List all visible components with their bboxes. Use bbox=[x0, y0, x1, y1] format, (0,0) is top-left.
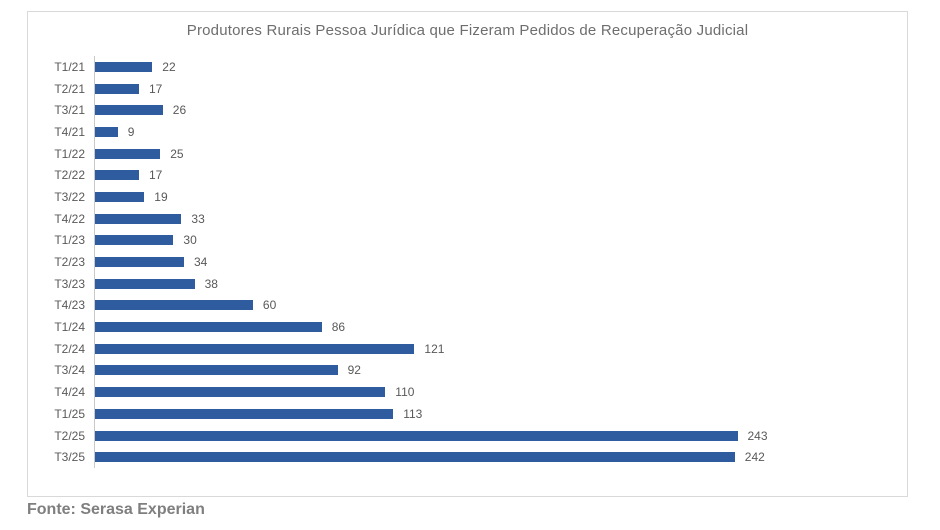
bar bbox=[94, 365, 338, 376]
category-label: T3/25 bbox=[54, 450, 85, 465]
chart-row: T4/24 110 bbox=[28, 381, 907, 403]
chart-frame: Produtores Rurais Pessoa Jurídica que Fi… bbox=[27, 11, 908, 497]
category-label: T4/22 bbox=[54, 211, 85, 226]
category-label: T4/24 bbox=[54, 385, 85, 400]
chart-row: T2/24 121 bbox=[28, 338, 907, 360]
category-label: T3/22 bbox=[54, 189, 85, 204]
value-label: 92 bbox=[347, 363, 361, 378]
value-label: 86 bbox=[331, 320, 346, 335]
value-label: 121 bbox=[424, 341, 445, 356]
category-label: T1/25 bbox=[54, 406, 85, 421]
value-label: 17 bbox=[149, 168, 163, 183]
value-label: 242 bbox=[744, 450, 765, 465]
category-label: T4/21 bbox=[54, 124, 85, 139]
chart-row: T2/22 17 bbox=[28, 164, 907, 186]
value-label: 60 bbox=[262, 298, 277, 313]
bar bbox=[94, 408, 394, 419]
bar bbox=[94, 105, 163, 116]
bar bbox=[94, 343, 415, 354]
chart-row: T2/23 34 bbox=[28, 251, 907, 273]
value-label: 113 bbox=[403, 406, 423, 421]
category-label: T2/21 bbox=[54, 81, 85, 96]
chart-row: T2/25 243 bbox=[28, 425, 907, 447]
chart-row: T3/23 38 bbox=[28, 273, 907, 295]
bar bbox=[94, 452, 735, 463]
chart-row: T4/23 60 bbox=[28, 295, 907, 317]
value-label: 243 bbox=[747, 428, 768, 443]
value-label: 9 bbox=[127, 124, 135, 139]
category-label: T2/23 bbox=[54, 255, 85, 270]
bar bbox=[94, 170, 139, 181]
chart-row: T1/25 113 bbox=[28, 403, 907, 425]
category-label: T1/22 bbox=[54, 146, 85, 161]
plot-area: T1/21 22 T2/21 17 T3/21 26 T4/21 9 T1/22 25 T2/22 1… bbox=[28, 56, 907, 468]
chart-row: T3/21 26 bbox=[28, 99, 907, 121]
bar bbox=[94, 61, 153, 72]
value-label: 110 bbox=[395, 385, 415, 400]
chart-row: T1/23 30 bbox=[28, 230, 907, 252]
chart-row: T1/21 22 bbox=[28, 56, 907, 78]
chart-row: T4/21 9 bbox=[28, 121, 907, 143]
chart-row: T4/22 33 bbox=[28, 208, 907, 230]
bar bbox=[94, 322, 322, 333]
category-label: T3/23 bbox=[54, 276, 85, 291]
value-label: 34 bbox=[194, 255, 208, 270]
bar bbox=[94, 235, 174, 246]
value-label: 38 bbox=[204, 276, 218, 291]
bar bbox=[94, 213, 182, 224]
category-label: T3/24 bbox=[54, 363, 85, 378]
source-note: Fonte: Serasa Experian bbox=[27, 501, 205, 518]
chart-row: T3/22 19 bbox=[28, 186, 907, 208]
category-label: T4/23 bbox=[54, 298, 85, 313]
category-label: T1/24 bbox=[54, 320, 85, 335]
chart-row: T1/24 86 bbox=[28, 316, 907, 338]
category-label: T1/23 bbox=[54, 233, 85, 248]
bar bbox=[94, 148, 161, 159]
value-label: 19 bbox=[154, 189, 168, 204]
category-label: T3/21 bbox=[54, 103, 85, 118]
chart-title: Produtores Rurais Pessoa Jurídica que Fi… bbox=[186, 22, 749, 39]
chart-row: T3/24 92 bbox=[28, 360, 907, 382]
value-label: 26 bbox=[172, 103, 187, 118]
bar bbox=[94, 257, 184, 268]
bar bbox=[94, 300, 253, 311]
value-label: 30 bbox=[183, 233, 197, 248]
y-axis-line bbox=[94, 56, 95, 468]
value-label: 33 bbox=[191, 211, 205, 226]
bar bbox=[94, 83, 139, 94]
value-label: 17 bbox=[149, 81, 163, 96]
category-label: T2/24 bbox=[54, 341, 85, 356]
bar bbox=[94, 430, 738, 441]
category-label: T1/21 bbox=[54, 59, 85, 74]
bar bbox=[94, 278, 195, 289]
bar bbox=[94, 191, 145, 202]
value-label: 22 bbox=[162, 59, 176, 74]
chart-row: T3/25 242 bbox=[28, 446, 907, 468]
category-label: T2/22 bbox=[54, 168, 85, 183]
bar bbox=[94, 387, 386, 398]
bar bbox=[94, 126, 118, 137]
chart-row: T1/22 25 bbox=[28, 143, 907, 165]
chart-row: T2/21 17 bbox=[28, 78, 907, 100]
value-label: 25 bbox=[170, 146, 184, 161]
category-label: T2/25 bbox=[54, 428, 85, 443]
